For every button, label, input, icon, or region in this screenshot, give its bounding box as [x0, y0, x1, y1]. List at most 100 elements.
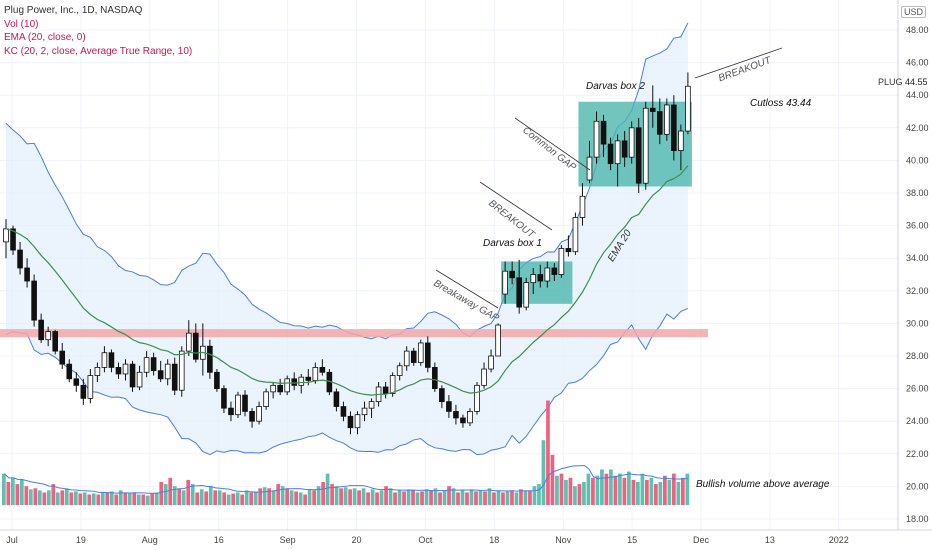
- time-axis: [0, 530, 932, 550]
- candle-body: [214, 371, 220, 389]
- volume-bar: [501, 492, 505, 505]
- volume-bar: [550, 454, 555, 505]
- y-tick-label: 38.00: [906, 188, 929, 198]
- y-tick-label: 22.00: [906, 449, 929, 459]
- annotation-arrow: [694, 47, 783, 79]
- volume-bar: [177, 488, 182, 505]
- volume-bar: [627, 471, 631, 505]
- volume-bar: [424, 489, 429, 505]
- y-tick-label: 34.00: [906, 253, 929, 263]
- candle-body: [298, 376, 305, 386]
- volume-bar: [582, 482, 586, 505]
- volume-bar: [145, 495, 150, 505]
- candle-body: [80, 384, 87, 399]
- candle-body: [523, 282, 530, 308]
- volume-bar: [555, 475, 559, 505]
- candle-body: [178, 350, 185, 391]
- volume-bar: [667, 479, 672, 505]
- candle-body: [242, 394, 248, 412]
- candle-body: [38, 319, 44, 341]
- candle-body: [10, 228, 16, 251]
- candle-body: [530, 274, 537, 284]
- volume-bar: [586, 473, 591, 505]
- candle-body: [642, 107, 649, 184]
- candle-body: [108, 352, 115, 368]
- candle-body: [249, 411, 255, 422]
- ema-20-line: [5, 165, 689, 396]
- volume-bar: [114, 494, 119, 505]
- x-tick-label: 15: [627, 535, 637, 545]
- candle-body: [333, 391, 340, 407]
- volume-bar: [37, 490, 42, 505]
- y-tick-label: 48.00: [906, 25, 929, 35]
- candle-body: [235, 394, 241, 416]
- candle-body: [263, 391, 269, 407]
- candle-body: [481, 368, 487, 386]
- volume-bar: [19, 479, 24, 505]
- volume-bar: [204, 491, 209, 505]
- volume-bar: [222, 492, 227, 505]
- candle-body: [291, 378, 298, 386]
- volume-bar: [330, 484, 334, 505]
- volume-bar: [303, 494, 307, 505]
- volume-bar: [478, 490, 483, 505]
- y-tick-label: 42.00: [906, 123, 929, 133]
- candle-body: [361, 407, 368, 416]
- volume-bar: [343, 487, 348, 505]
- volume-bar: [87, 494, 92, 505]
- candle-body: [164, 363, 171, 380]
- volume-bar: [429, 490, 433, 505]
- volume-bar: [510, 490, 514, 505]
- volume-bar: [568, 477, 573, 505]
- candle-body: [600, 120, 607, 145]
- candle-body: [424, 342, 431, 368]
- volume-bar: [447, 486, 451, 505]
- volume-bar: [519, 489, 523, 505]
- volume-bar: [681, 477, 685, 505]
- volume-bar: [339, 488, 343, 505]
- volume-bar: [51, 484, 56, 505]
- darvas-box-1-label: Darvas box 1: [483, 238, 542, 249]
- candle-body: [115, 367, 122, 375]
- candle-body: [94, 367, 101, 376]
- volume-bar: [258, 488, 263, 505]
- candle-body: [319, 367, 326, 373]
- volume-bar: [168, 477, 173, 505]
- volume-bar: [375, 492, 379, 505]
- volume-bar: [181, 490, 186, 505]
- volume-bar: [537, 484, 541, 505]
- x-tick-label: 2022: [829, 535, 849, 545]
- currency-badge[interactable]: USD: [900, 6, 926, 18]
- volume-bar: [123, 492, 128, 505]
- y-tick-label: 20.00: [906, 481, 929, 491]
- volume-bar: [109, 491, 114, 505]
- candle-body: [495, 324, 501, 357]
- volume-bar: [100, 492, 105, 505]
- y-tick-label: 30.00: [906, 318, 929, 328]
- annotation-arrow: [514, 117, 591, 171]
- volume-bar: [465, 492, 469, 505]
- candle-body: [256, 406, 262, 422]
- darvas-box-2-label: Darvas box 2: [586, 81, 645, 92]
- volume-bar: [546, 400, 550, 505]
- volume-bar: [613, 475, 618, 505]
- candle-body: [671, 104, 677, 152]
- volume-bar: [618, 473, 622, 505]
- volume-bar: [411, 490, 415, 505]
- volume-bar: [271, 490, 276, 505]
- volume-bar: [285, 488, 289, 505]
- price-axis: [898, 0, 932, 550]
- y-tick-label: 28.00: [906, 351, 929, 361]
- y-tick-label: 44.00: [906, 90, 929, 100]
- volume-bar: [96, 494, 101, 505]
- volume-bar: [42, 492, 47, 505]
- volume-bar: [10, 477, 15, 505]
- volume-bar: [226, 494, 231, 505]
- volume-bar: [55, 492, 60, 505]
- volume-bar: [325, 473, 330, 505]
- volume-bar: [213, 490, 218, 505]
- candle-body: [207, 345, 213, 373]
- volume-bar: [186, 479, 191, 505]
- candle-body: [284, 378, 290, 393]
